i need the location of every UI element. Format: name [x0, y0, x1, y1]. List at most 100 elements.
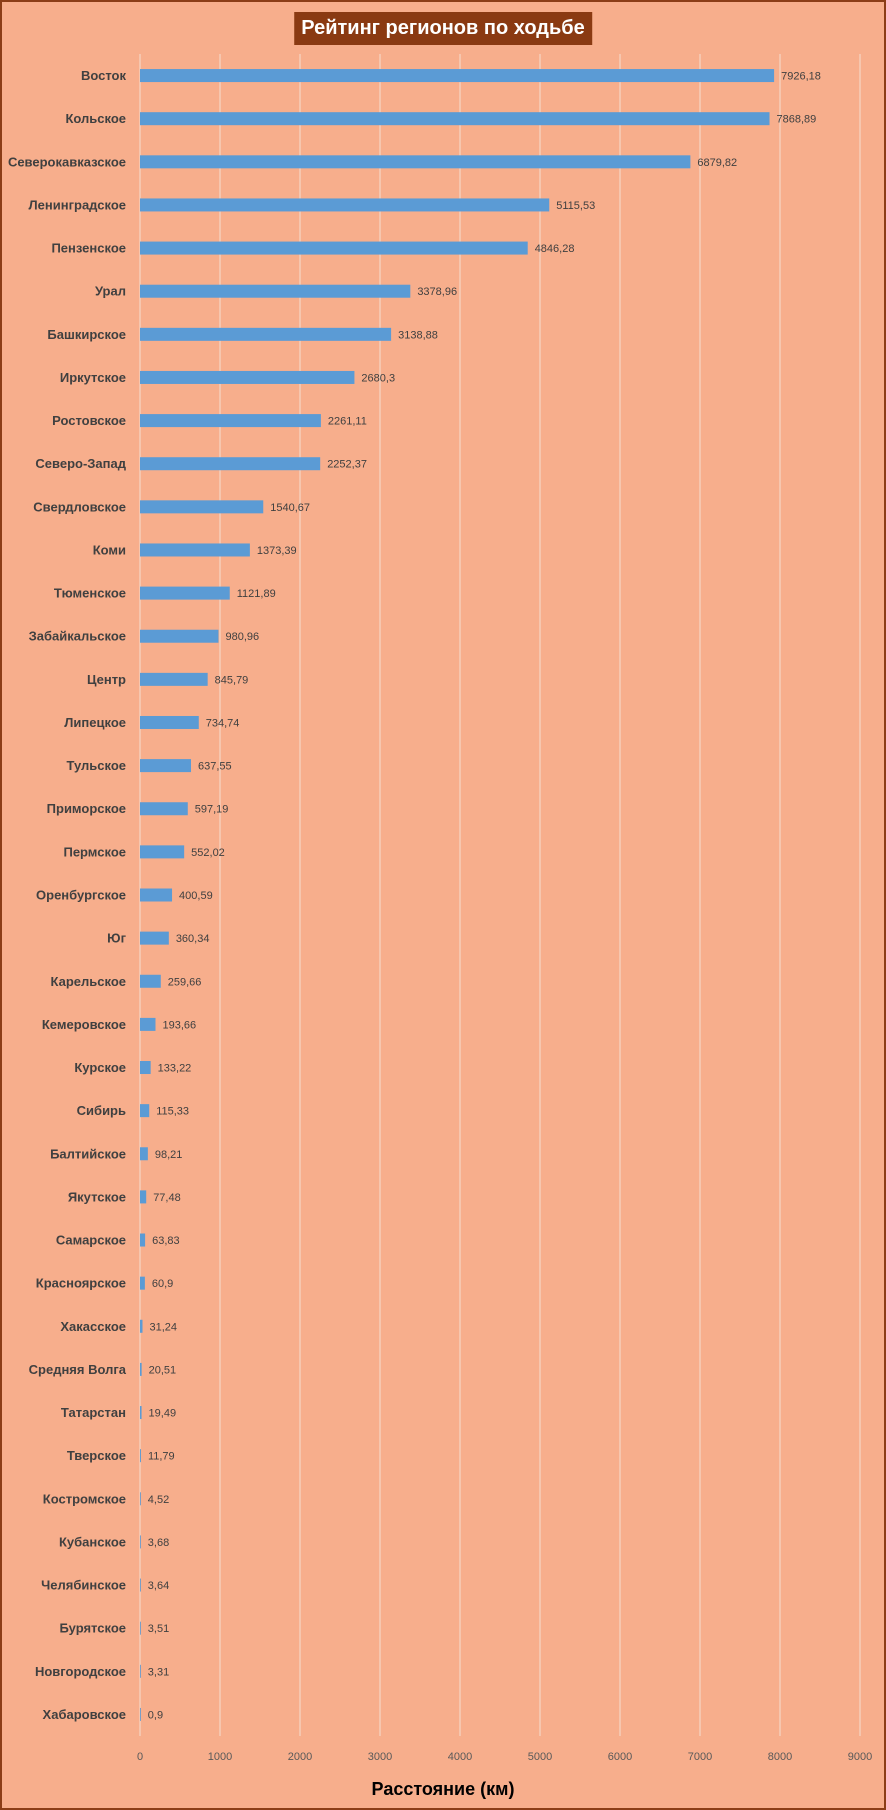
category-label: Бурятское: [59, 1621, 126, 1636]
data-label: 6879,82: [697, 157, 737, 169]
category-label: Северокавказское: [8, 154, 126, 169]
x-tick-label: 3000: [368, 1751, 392, 1763]
x-tick-label: 6000: [608, 1751, 632, 1763]
category-label: Костромское: [43, 1491, 126, 1506]
x-tick-label: 4000: [448, 1751, 472, 1763]
x-tick-label: 5000: [528, 1751, 552, 1763]
gridlines: [139, 54, 861, 1736]
data-label: 20,51: [149, 1364, 177, 1376]
data-label: 734,74: [206, 717, 240, 729]
data-label: 4846,28: [535, 243, 575, 255]
category-label: Тюменское: [54, 586, 126, 601]
chart-title: Рейтинг регионов по ходьбе: [294, 12, 592, 45]
category-label: Красноярское: [36, 1276, 126, 1291]
bar: [140, 1406, 142, 1420]
data-label: 980,96: [225, 631, 259, 643]
category-label: Кольское: [65, 111, 126, 126]
category-label: Новгородское: [35, 1664, 126, 1679]
bar: [140, 241, 528, 255]
data-label: 11,79: [148, 1451, 175, 1463]
data-label: 77,48: [153, 1192, 181, 1204]
category-label: Татарстан: [61, 1405, 126, 1420]
category-label: Тверское: [67, 1448, 126, 1463]
data-label: 3,68: [148, 1537, 169, 1549]
category-label: Центр: [87, 672, 126, 687]
data-label: 115,33: [156, 1106, 189, 1118]
category-label: Пензенское: [51, 241, 126, 256]
category-label: Свердловское: [33, 499, 126, 514]
x-axis-label: Расстояние (км): [371, 1779, 515, 1799]
bar: [140, 1319, 143, 1333]
data-label: 259,66: [168, 976, 202, 988]
data-label: 2261,11: [328, 416, 367, 428]
x-tick-label: 7000: [688, 1751, 712, 1763]
data-label: 133,22: [158, 1063, 192, 1075]
category-label: Иркутское: [60, 370, 126, 385]
data-label: 31,24: [149, 1321, 177, 1333]
bar: [140, 888, 173, 902]
bar: [140, 457, 321, 471]
bar: [140, 845, 185, 859]
data-label: 3,51: [148, 1623, 169, 1635]
bar: [140, 1017, 156, 1031]
data-label: 3,64: [148, 1580, 169, 1592]
x-tick-label: 9000: [848, 1751, 872, 1763]
bar: [140, 69, 775, 83]
data-label: 552,02: [191, 847, 225, 859]
bar: [140, 759, 192, 773]
data-label: 597,19: [195, 804, 229, 816]
x-tick-label: 1000: [208, 1751, 232, 1763]
bars: [140, 69, 775, 1721]
category-label: Кубанское: [59, 1534, 126, 1549]
category-label: Северо-Запад: [35, 456, 126, 471]
data-label: 637,55: [198, 761, 232, 773]
data-label: 5115,53: [556, 200, 595, 212]
bar: [140, 1104, 150, 1118]
category-label: Восток: [81, 68, 127, 83]
data-label: 845,79: [215, 674, 249, 686]
category-labels: Восток Кольское Северокавказское Ленинградс…: [8, 68, 127, 1722]
bar: [140, 198, 550, 212]
data-label: 193,66: [162, 1019, 196, 1031]
bar: [140, 1449, 141, 1463]
category-label: Карельское: [51, 974, 126, 989]
data-label: 2252,37: [327, 459, 367, 471]
category-label: Самарское: [56, 1233, 126, 1248]
bar: [140, 672, 208, 686]
bar: [140, 1147, 148, 1161]
data-label: 19,49: [149, 1408, 177, 1420]
data-label: 7868,89: [777, 114, 817, 126]
data-label: 3,31: [148, 1666, 169, 1678]
bar: [140, 1621, 141, 1635]
bar: [140, 1362, 142, 1376]
category-label: Хакасское: [60, 1319, 126, 1334]
category-label: Якутское: [68, 1189, 126, 1204]
category-label: Пермское: [63, 844, 126, 859]
bar: [140, 543, 250, 557]
category-label: Средняя Волга: [29, 1362, 127, 1377]
data-label: 0,9: [148, 1709, 163, 1721]
bar: [140, 284, 411, 298]
category-label: Сибирь: [77, 1103, 126, 1118]
bar: [140, 1061, 151, 1075]
x-tick-label: 0: [137, 1751, 143, 1763]
category-label: Приморское: [47, 801, 126, 816]
category-label: Оренбургское: [36, 888, 126, 903]
bar: [140, 1578, 141, 1592]
data-label: 60,9: [152, 1278, 173, 1290]
bar: [140, 931, 169, 945]
x-tick-label: 8000: [768, 1751, 792, 1763]
bar: [140, 629, 219, 643]
data-label: 4,52: [148, 1494, 169, 1506]
data-label: 1121,89: [237, 588, 276, 600]
bar: [140, 1233, 146, 1247]
category-label: Хабаровское: [43, 1707, 126, 1722]
bar: [140, 500, 264, 514]
category-label: Челябинское: [41, 1578, 126, 1593]
bar: [140, 1492, 141, 1506]
data-label: 3378,96: [417, 286, 457, 298]
category-label: Балтийское: [50, 1146, 126, 1161]
bar: [140, 414, 321, 428]
